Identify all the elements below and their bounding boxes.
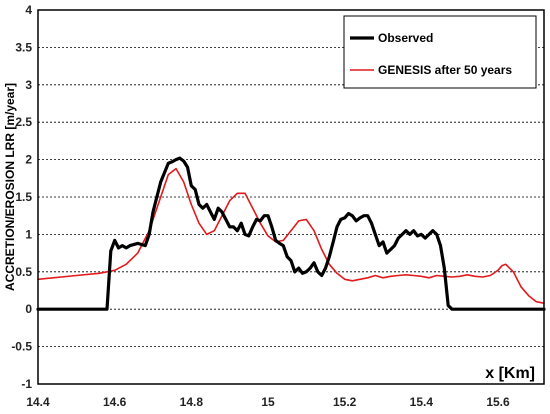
y-tick-label: -1 (21, 377, 32, 391)
y-tick-label: -0.5 (11, 340, 32, 354)
x-tick-label: 14.8 (180, 395, 204, 409)
x-tick-label: 15.6 (486, 395, 510, 409)
y-tick-label: 0.5 (15, 265, 32, 279)
y-tick-label: 2.5 (15, 115, 32, 129)
y-tick-label: 0 (25, 302, 32, 316)
y-axis-label: ACCRETION/EROSION LRR [m/year] (3, 83, 17, 291)
x-tick-labels: 14.4 14.6 14.8 15 15.2 15.4 15.6 (26, 395, 510, 409)
x-axis-label: x [Km] (485, 365, 535, 382)
y-tick-label: 1.5 (15, 190, 32, 204)
series-line-genesis (37, 167, 545, 304)
series-line-observed (36, 156, 546, 311)
grid (38, 47, 544, 348)
legend-box (343, 15, 537, 89)
x-tick-label: 14.4 (26, 395, 50, 409)
legend-label-observed: Observed (378, 31, 433, 45)
y-tick-label: 3.5 (15, 40, 32, 54)
y-tick-label: 4 (25, 3, 32, 17)
x-tick-label: 15.4 (410, 395, 434, 409)
y-tick-label: 1 (25, 227, 32, 241)
x-tick-label: 15.2 (333, 395, 357, 409)
legend: Observed GENESIS after 50 years (343, 15, 537, 89)
y-tick-label: 3 (25, 78, 32, 92)
plot-frame (37, 9, 545, 385)
series-layer (36, 156, 546, 311)
y-tick-labels: -1 -0.5 0 0.5 1 1.5 2 2.5 3 3.5 4 (11, 3, 32, 391)
legend-label-genesis: GENESIS after 50 years (378, 63, 512, 77)
y-tick-label: 2 (25, 153, 32, 167)
x-tick-label: 14.6 (103, 395, 127, 409)
x-tick-label: 15 (261, 395, 275, 409)
